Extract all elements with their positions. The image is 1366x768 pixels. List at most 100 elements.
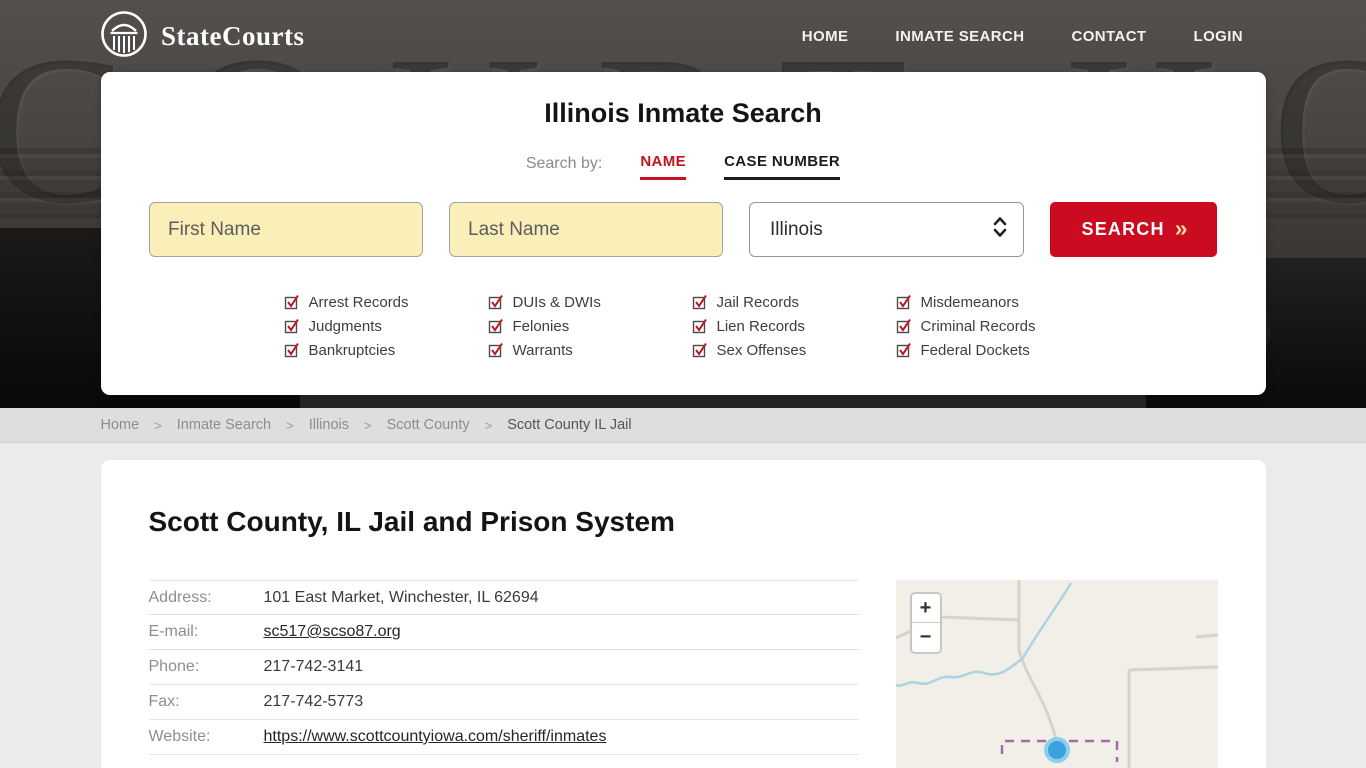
address-value: 101 East Market, Winchester, IL 62694 [263, 588, 539, 606]
main-nav: HOME INMATE SEARCH CONTACT LOGIN [802, 28, 1243, 45]
record-types-col-2: DUIs & DWIs Felonies Warrants [488, 290, 692, 362]
record-types-col-3: Jail Records Lien Records Sex Offenses [692, 290, 896, 362]
record-type-label: Criminal Records [920, 317, 1036, 335]
checked-checkbox-icon [896, 294, 911, 310]
map-zoom-in-button[interactable]: + [911, 594, 940, 623]
detail-label: Phone: [148, 658, 200, 675]
breadcrumb-current-page: Scott County IL Jail [507, 417, 632, 433]
record-type-label: Arrest Records [308, 293, 409, 311]
checkbox-duis-dwis[interactable]: DUIs & DWIs [488, 290, 692, 314]
search-card-title: Illinois Inmate Search [544, 98, 822, 128]
search-button[interactable]: SEARCH » [1050, 202, 1217, 257]
checkbox-jail-records[interactable]: Jail Records [692, 290, 896, 314]
breadcrumb-separator: > [363, 417, 372, 433]
location-marker [1043, 737, 1070, 763]
checked-checkbox-icon [488, 342, 503, 358]
breadcrumb-separator: > [286, 417, 294, 433]
checked-checkbox-icon [284, 294, 299, 310]
map-zoom-control: + − [909, 592, 942, 654]
select-stepper-icon [993, 216, 1007, 244]
checkbox-arrest-records[interactable]: Arrest Records [284, 290, 488, 314]
tab-case-number[interactable]: CASE NUMBER [724, 153, 841, 180]
search-by-tabs: Search by: NAME CASE NUMBER [101, 153, 1266, 183]
tab-name[interactable]: NAME [640, 153, 687, 180]
breadcrumb: Home > Inmate Search > Illinois > Scott … [101, 408, 1266, 442]
checked-checkbox-icon [692, 294, 707, 310]
checked-checkbox-icon [692, 318, 707, 334]
nav-login[interactable]: LOGIN [1193, 27, 1243, 45]
checked-checkbox-icon [488, 294, 503, 310]
email-link[interactable]: sc517@scso87.org [263, 623, 401, 640]
first-name-input[interactable] [149, 202, 423, 257]
inmate-search-card: Illinois Inmate Search Search by: NAME C… [100, 72, 1266, 395]
checkbox-judgments[interactable]: Judgments [284, 314, 488, 338]
detail-label: Website: [148, 728, 211, 745]
record-type-label: Bankruptcies [308, 341, 396, 359]
checked-checkbox-icon [896, 318, 911, 334]
facility-location-map[interactable]: + − [895, 580, 1218, 768]
state-select-value: Illinois [770, 218, 823, 240]
search-button-label: SEARCH [1081, 219, 1165, 239]
record-type-label: Jail Records [716, 293, 800, 311]
checked-checkbox-icon [488, 318, 503, 334]
record-types-col-4: Misdemeanors Criminal Records Federal Do… [896, 290, 1100, 362]
website-link[interactable]: https://www.scottcountyiowa.com/sheriff/… [263, 728, 607, 745]
header: COURT HOUSE StateCourts [0, 0, 1366, 408]
detail-row-fax: Fax: 217-742-5773 [148, 685, 859, 720]
detail-label: Fax: [148, 693, 180, 710]
nav-contact[interactable]: CONTACT [1071, 27, 1147, 45]
record-type-label: Federal Dockets [920, 341, 1030, 359]
record-type-label: Misdemeanors [920, 293, 1019, 311]
checked-checkbox-icon [692, 342, 707, 358]
record-type-label: Sex Offenses [716, 341, 807, 359]
breadcrumb-separator: > [484, 417, 493, 433]
record-type-label: Lien Records [716, 317, 805, 335]
main-content: Scott County, IL Jail and Prison System … [0, 443, 1366, 768]
record-types-grid: Arrest Records Judgments Bankruptcies DU… [101, 290, 1266, 362]
checkbox-misdemeanors[interactable]: Misdemeanors [896, 290, 1100, 314]
checkbox-warrants[interactable]: Warrants [488, 338, 692, 362]
phone-value: 217-742-3141 [263, 658, 364, 675]
checked-checkbox-icon [284, 318, 299, 334]
fax-value: 217-742-5773 [263, 693, 364, 710]
courthouse-logo-icon [100, 10, 148, 63]
record-type-label: DUIs & DWIs [512, 293, 601, 311]
search-by-label: Search by: [525, 155, 603, 172]
breadcrumb-scott-county[interactable]: Scott County [386, 417, 470, 433]
facility-body: Address: 101 East Market, Winchester, IL… [148, 580, 1218, 768]
map-zoom-out-button[interactable]: − [911, 623, 940, 652]
breadcrumb-separator: > [154, 417, 162, 433]
brand-logo[interactable]: StateCourts [100, 10, 304, 63]
facility-details-table: Address: 101 East Market, Winchester, IL… [148, 580, 859, 768]
state-select[interactable]: Illinois [749, 202, 1024, 257]
checkbox-federal-dockets[interactable]: Federal Dockets [896, 338, 1100, 362]
checked-checkbox-icon [284, 342, 299, 358]
detail-label: E-mail: [148, 623, 199, 640]
checked-checkbox-icon [896, 342, 911, 358]
nav-inmate-search[interactable]: INMATE SEARCH [895, 27, 1025, 45]
facility-card: Scott County, IL Jail and Prison System … [100, 460, 1266, 768]
brand-name: StateCourts [161, 20, 305, 51]
checkbox-bankruptcies[interactable]: Bankruptcies [284, 338, 488, 362]
breadcrumb-illinois[interactable]: Illinois [308, 417, 349, 433]
record-type-label: Felonies [512, 317, 570, 335]
checkbox-lien-records[interactable]: Lien Records [692, 314, 896, 338]
checkbox-felonies[interactable]: Felonies [488, 314, 692, 338]
detail-row-phone: Phone: 217-742-3141 [148, 650, 859, 685]
detail-row-address: Address: 101 East Market, Winchester, IL… [148, 580, 859, 615]
page-title: Scott County, IL Jail and Prison System [148, 506, 675, 537]
search-fields-row: Illinois SEARCH » [101, 202, 1266, 257]
breadcrumb-inmate-search[interactable]: Inmate Search [176, 417, 272, 433]
detail-row-email: E-mail: sc517@scso87.org [148, 615, 859, 650]
nav-home[interactable]: HOME [801, 27, 849, 45]
checkbox-criminal-records[interactable]: Criminal Records [896, 314, 1100, 338]
top-navigation-bar: StateCourts HOME INMATE SEARCH CONTACT L… [0, 0, 1366, 72]
last-name-input[interactable] [449, 202, 723, 257]
breadcrumb-bar: Home > Inmate Search > Illinois > Scott … [0, 408, 1366, 443]
record-type-label: Judgments [308, 317, 382, 335]
double-chevron-icon: » [1174, 214, 1188, 241]
checkbox-sex-offenses[interactable]: Sex Offenses [692, 338, 896, 362]
detail-row-website: Website: https://www.scottcountyiowa.com… [148, 720, 859, 755]
detail-label: Address: [148, 588, 212, 606]
breadcrumb-home[interactable]: Home [100, 417, 140, 433]
